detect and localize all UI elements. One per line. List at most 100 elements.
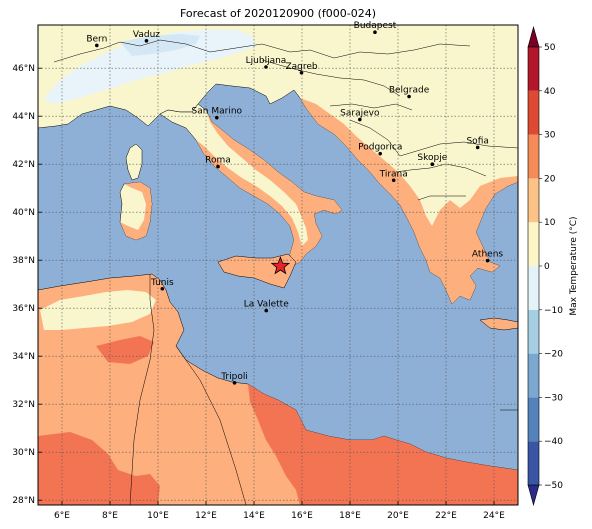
city-label: Tirana [379, 169, 408, 179]
colorbar-tick-label: 20 [544, 174, 556, 184]
balkan-warm-band [300, 98, 518, 304]
city-label: Ljubljana [246, 56, 287, 66]
colorbar-tick-label: 50 [544, 43, 556, 53]
colorbar-bin [528, 47, 539, 91]
lon-tick-label: 8°E [102, 511, 118, 521]
lon-tick-label: 18°E [339, 511, 361, 521]
colorbar-tick-label: 0 [544, 262, 550, 272]
colorbar-extend-min [527, 484, 540, 507]
city-label: Tunis [150, 278, 174, 288]
city-label: Roma [205, 156, 231, 166]
lat-tick-label: 36°N [12, 304, 35, 314]
africa-hot-inner [96, 336, 154, 364]
city-label: San Marino [192, 107, 243, 117]
colorbar-tick-label: −20 [544, 350, 563, 360]
sardinia-warm [120, 182, 152, 240]
lat-tick-label: 30°N [12, 448, 35, 458]
city-dot [160, 286, 165, 291]
city-dot [299, 70, 304, 75]
city-dot [144, 39, 149, 43]
city-dot [430, 162, 435, 166]
africa-hot-east [248, 384, 518, 505]
corsica [125, 143, 143, 181]
city-dot [373, 30, 377, 34]
lat-tick-label: 46°N [12, 64, 35, 74]
lon-tick-label: 14°E [243, 511, 265, 521]
colorbar-bin [528, 90, 539, 135]
atlas-mild [40, 290, 156, 330]
alps-snow-core [120, 34, 200, 56]
lat-tick-label: 28°N [12, 496, 35, 506]
map-title: Forecast of 2020120900 (f000-024) [179, 7, 377, 20]
city-label: Sarajevo [340, 109, 380, 119]
colorbar-tick-label: 10 [544, 218, 556, 228]
colorbar-tick-label: −30 [544, 393, 563, 403]
colorbar-tick-label: 40 [544, 87, 556, 97]
city-dot [215, 115, 219, 120]
colorbar-label: Max Temperature (°C) [569, 216, 579, 315]
city-dot [391, 178, 396, 183]
city-label: Skopje [417, 153, 447, 163]
lat-tick-label: 34°N [12, 352, 35, 362]
colorbar-tick-label: −50 [544, 481, 563, 491]
city-dot [264, 308, 269, 313]
latitude-ticks: 28°N 30°N 32°N 34°N 36°N 38°N 40°N 42°N 44°N 46°N [12, 64, 42, 506]
gridlines [38, 25, 518, 505]
colorbar: −50 −40 −30 −20 −10 0 10 20 30 40 50 [527, 25, 563, 507]
colorbar-bin [528, 397, 539, 442]
colorbar-tick-label: 30 [544, 131, 556, 141]
city-label: Tripoli [220, 372, 248, 382]
city-label: Podgorica [358, 143, 402, 153]
alps-snow [44, 30, 256, 104]
city-dot [407, 94, 411, 99]
colorbar-bin [528, 222, 539, 266]
map-frame [37, 24, 519, 506]
colorbar-extend-max [527, 25, 540, 48]
city-label: Zagreb [285, 62, 317, 72]
city-label: Budapest [354, 21, 397, 31]
city-dot [358, 117, 362, 122]
colorbar-tick-label: −40 [544, 437, 563, 447]
lon-tick-label: 6°E [54, 511, 70, 521]
lat-tick-label: 42°N [12, 160, 35, 170]
sicily [217, 253, 297, 289]
colorbar-bin [528, 441, 539, 485]
city-dot [475, 145, 480, 150]
lon-tick-label: 10°E [147, 511, 169, 521]
city-label: Belgrade [389, 86, 430, 96]
lat-tick-label: 40°N [12, 208, 35, 218]
city-dot [232, 381, 237, 385]
city-dot [95, 43, 99, 48]
colorbar-tick-label: −10 [544, 306, 563, 316]
city-dot [264, 65, 268, 69]
city-label: Athens [472, 250, 503, 260]
lon-tick-label: 22°E [435, 511, 457, 521]
lon-tick-label: 24°E [483, 511, 505, 521]
city-label: La Valette [244, 300, 289, 310]
longitude-ticks: 6°E 8°E 10°E 12°E 14°E 16°E 18°E 20°E 22°E 24°E [54, 501, 505, 521]
location-star-marker [270, 256, 291, 275]
city-dot [216, 164, 220, 169]
lat-tick-label: 32°N [12, 400, 35, 410]
star-icon [270, 256, 291, 275]
lat-tick-label: 44°N [12, 112, 35, 122]
country-borders [53, 39, 518, 505]
crete [479, 317, 518, 331]
lon-tick-label: 20°E [387, 511, 409, 521]
colorbar-bin [528, 134, 539, 179]
city-dot [485, 258, 490, 263]
africa-hot-west [38, 432, 160, 505]
city-label: Bern [86, 34, 107, 44]
colorbar-bin [528, 353, 539, 398]
colorbar-bin [528, 178, 539, 223]
lon-tick-label: 16°E [291, 511, 313, 521]
lon-tick-label: 12°E [195, 511, 217, 521]
lat-tick-label: 38°N [12, 256, 35, 266]
colorbar-bin [528, 266, 539, 310]
italy-warm-band [196, 110, 342, 266]
colorbar-bin [528, 309, 539, 354]
city-dot [378, 151, 383, 156]
city-label: Sofia [466, 136, 488, 146]
